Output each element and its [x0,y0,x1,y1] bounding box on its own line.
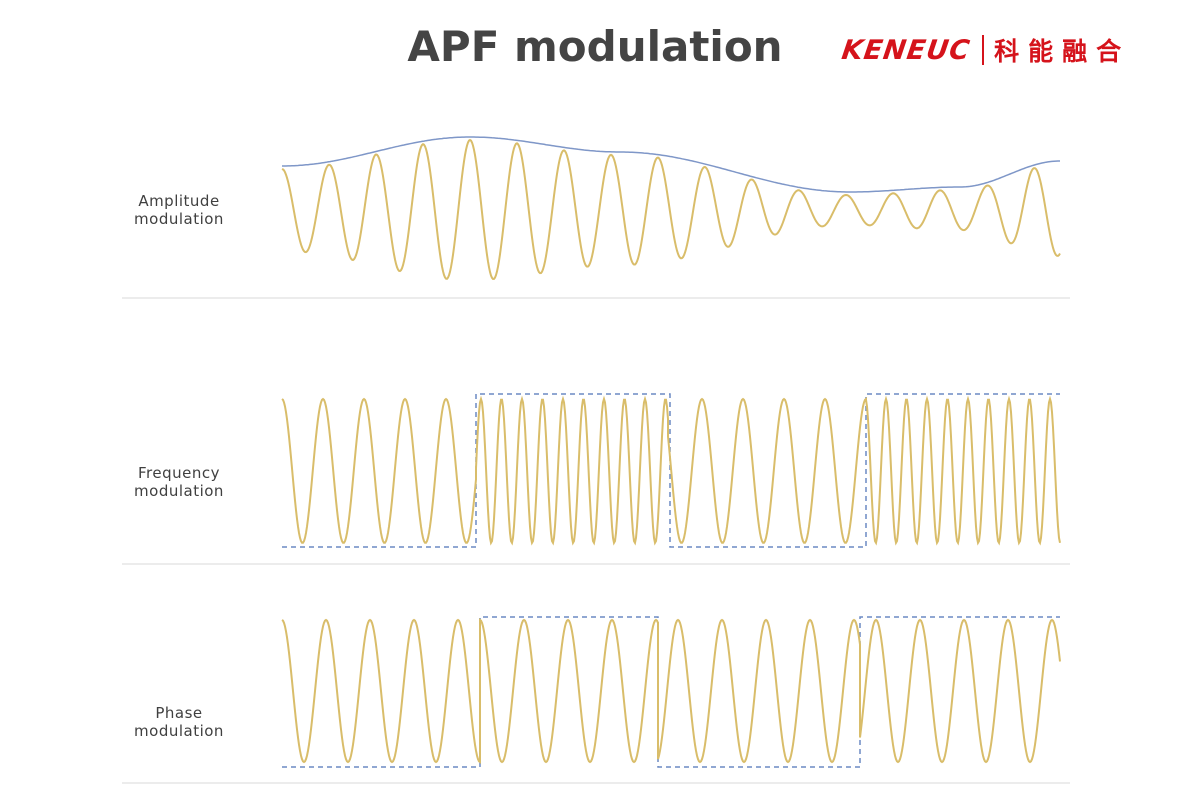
label-line-2: modulation [134,210,224,228]
pm-carrier-wave [281,618,1061,764]
label-line-1: Amplitude [138,192,220,210]
logo-chinese-text: 科能融合 [994,37,1131,66]
am-carrier-wave [281,138,1061,281]
am-envelope-curve [282,136,1060,193]
company-logo: KENEUC 科能融合 [840,30,1131,70]
amplitude-modulation-label: Amplitude modulation [110,192,248,228]
fm-digital-signal [282,393,1060,548]
fm-carrier-wave [281,395,1061,546]
pm-digital-signal [282,616,1060,768]
page-title: APF modulation [407,22,783,71]
phase-modulation-label: Phase modulation [110,704,248,740]
label-line-1: Frequency [138,464,220,482]
label-line-1: Phase [155,704,203,722]
logo-separator [982,35,985,65]
label-line-2: modulation [134,722,224,740]
frequency-modulation-label: Frequency modulation [110,464,248,500]
label-line-2: modulation [134,482,224,500]
